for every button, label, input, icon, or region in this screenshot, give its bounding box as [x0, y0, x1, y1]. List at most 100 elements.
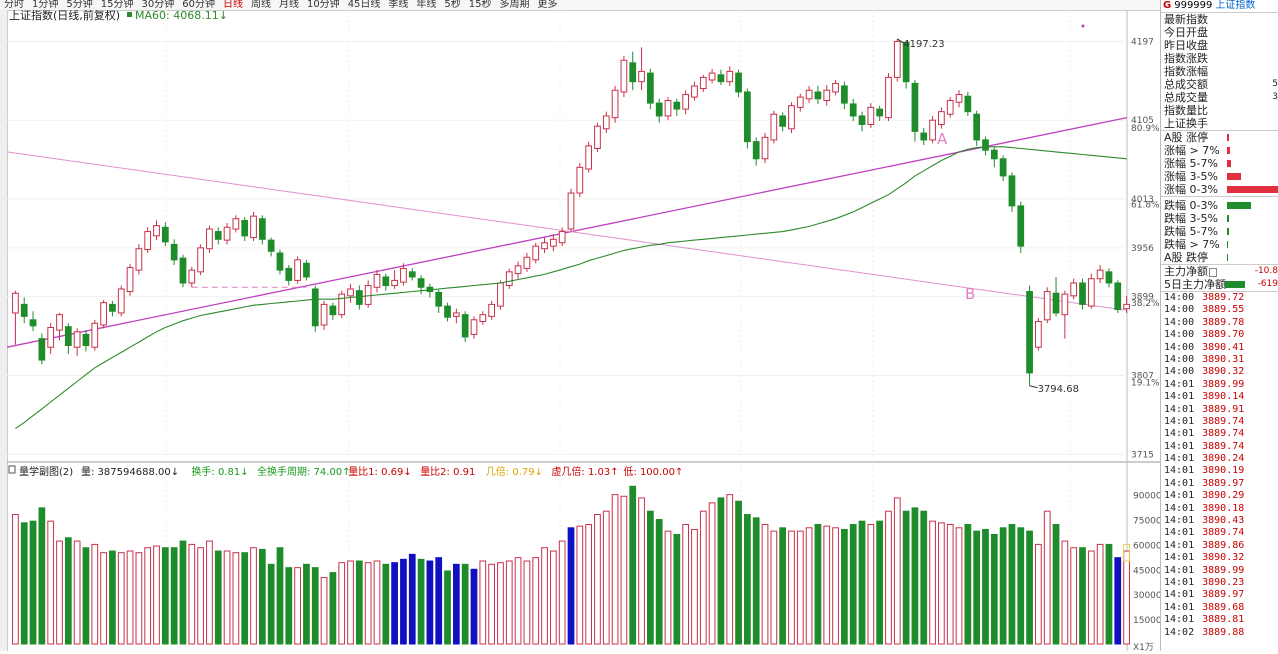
- sub-indicator-7: 低: 100.00↑: [623, 465, 683, 478]
- candle-body: [382, 276, 390, 287]
- period-tab-1[interactable]: 1分钟: [32, 0, 59, 10]
- tick-row: 14:01 3889.68: [1161, 602, 1278, 614]
- volume-bar: [849, 523, 857, 645]
- breadth-row: A股 跌停: [1161, 251, 1278, 264]
- volume-bar: [629, 485, 637, 645]
- period-tab-16[interactable]: 更多: [537, 0, 558, 10]
- tick-time: 14:01: [1164, 391, 1195, 403]
- tick-row: 14:00 3889.70: [1161, 329, 1278, 341]
- volume-bar: [1114, 557, 1122, 645]
- volume-tick-label: 75000: [1133, 517, 1160, 527]
- volume-bar: [620, 495, 628, 645]
- tick-time: 14:00: [1164, 316, 1195, 328]
- volume-bar: [303, 563, 310, 645]
- volume-bar: [655, 519, 663, 645]
- candle-body: [691, 85, 698, 98]
- volume-bar: [541, 547, 548, 645]
- volume-bar: [611, 494, 619, 645]
- tick-value: 3889.74: [1202, 527, 1245, 539]
- volume-bar: [938, 522, 945, 645]
- chart-area[interactable]: 4197 4105 4013 3956 3899 3807 3715 80.9% 61.8% 38…: [6, 8, 1162, 653]
- tick-value: 3889.74: [1202, 415, 1245, 427]
- sub-indicator-5: 几倍: 0.79↓: [486, 465, 543, 478]
- candle-body: [602, 115, 610, 130]
- kline-chart[interactable]: 4197 4105 4013 3956 3899 3807 3715 80.9% 61.8% 38…: [6, 8, 1162, 653]
- volume-tick-label: 45000: [1133, 566, 1160, 576]
- info-row: 指数量比: [1164, 104, 1208, 117]
- candle-body: [64, 326, 72, 347]
- breadth-bar: [1227, 186, 1278, 193]
- period-toolbar: 分时 1分钟 5分钟 15分钟 30分钟 60分钟 日线 周线 月线 10分钟 45日线 季线 年线 5秒…: [0, 0, 1160, 11]
- breadth-row: 跌幅 5-7%: [1161, 225, 1278, 238]
- volume-bar: [805, 527, 813, 645]
- breadth-label: 涨幅 > 7%: [1164, 144, 1220, 157]
- sub-indicator-2: 全换手周期: 74.00↑: [257, 465, 351, 478]
- candle-body: [532, 245, 540, 261]
- tick-value: 3889.97: [1202, 589, 1245, 601]
- candle-body: [497, 282, 504, 307]
- volume-bar: [91, 543, 99, 645]
- period-tab-2[interactable]: 5分钟: [66, 0, 93, 10]
- flow-label: 主力净额: [1164, 265, 1208, 278]
- period-tab-6[interactable]: 日线: [222, 0, 243, 10]
- volume-bar: [444, 570, 451, 645]
- period-tab-8[interactable]: 月线: [278, 0, 299, 10]
- candle-body: [250, 215, 257, 239]
- period-tab-12[interactable]: 年线: [416, 0, 437, 10]
- period-tab-14[interactable]: 15秒: [468, 0, 492, 10]
- info-value: 5: [1272, 79, 1278, 89]
- candle-body: [303, 262, 310, 278]
- period-tab-15[interactable]: 多周期: [499, 0, 530, 10]
- period-tab-10[interactable]: 45日线: [347, 0, 381, 10]
- info-list: 最新指数 今日开盘 昨日收盘 指数涨跌 指数涨幅 总成交额 5 总成交量 3 指数量比 上证换手: [1161, 13, 1278, 130]
- candle-body: [655, 102, 663, 117]
- tick-time: 14:01: [1164, 539, 1195, 551]
- price-tick-label: 4013: [1131, 195, 1154, 205]
- tick-list[interactable]: 14:00 3889.72 14:00 3889.55 14:00 3889.78 14:0…: [1161, 291, 1278, 639]
- quote-panel-title[interactable]: G 999999 上证指数: [1161, 0, 1278, 13]
- volume-bar: [170, 547, 178, 645]
- volume-bar: [161, 547, 169, 645]
- tick-value: 3889.88: [1202, 626, 1245, 638]
- volume-bar: [153, 545, 160, 645]
- tick-time: 14:01: [1164, 589, 1195, 601]
- tick-row: 14:01 3890.43: [1161, 515, 1278, 527]
- candle-body: [100, 302, 107, 326]
- tick-value: 3889.81: [1202, 614, 1245, 626]
- info-row: 总成交额 5: [1164, 78, 1278, 91]
- volume-bar: [1123, 550, 1130, 645]
- candle-body: [206, 228, 213, 250]
- breadth-bar: [1227, 215, 1229, 222]
- candle-body: [1017, 205, 1025, 247]
- period-tab-11[interactable]: 季线: [388, 0, 409, 10]
- left-tool-strip[interactable]: [0, 10, 8, 651]
- period-tab-5[interactable]: 60分钟: [182, 0, 215, 10]
- period-tab-13[interactable]: 5秒: [444, 0, 461, 10]
- info-row: 指数涨幅: [1164, 65, 1208, 78]
- breadth-label: 跌幅 3-5%: [1164, 212, 1218, 225]
- tick-value: 3890.24: [1202, 453, 1245, 465]
- candle-body: [197, 247, 204, 273]
- volume-bar: [391, 562, 398, 645]
- fib-level-label: 80.9%: [1131, 124, 1160, 134]
- tick-value: 3889.91: [1202, 403, 1245, 415]
- mark-a: A: [937, 130, 948, 148]
- breadth-bar: [1227, 160, 1231, 167]
- period-tab-4[interactable]: 30分钟: [141, 0, 175, 10]
- period-tab-7[interactable]: 周线: [250, 0, 271, 10]
- candle-body: [188, 269, 196, 284]
- volume-bar: [929, 520, 936, 645]
- candle-body: [135, 248, 143, 271]
- candle-body: [876, 108, 884, 117]
- period-tab-0[interactable]: 分时: [4, 0, 24, 10]
- info-row: 最新指数: [1164, 13, 1208, 26]
- tick-value: 3889.86: [1202, 539, 1245, 551]
- breadth-bar: [1227, 241, 1228, 248]
- candle-body: [990, 149, 998, 160]
- volume-bar: [990, 533, 998, 645]
- tick-value: 3890.31: [1202, 353, 1245, 365]
- high-pointer: [897, 38, 904, 44]
- volume-bar: [461, 563, 469, 645]
- period-tab-9[interactable]: 10分钟: [306, 0, 340, 10]
- period-tab-3[interactable]: 15分钟: [100, 0, 134, 10]
